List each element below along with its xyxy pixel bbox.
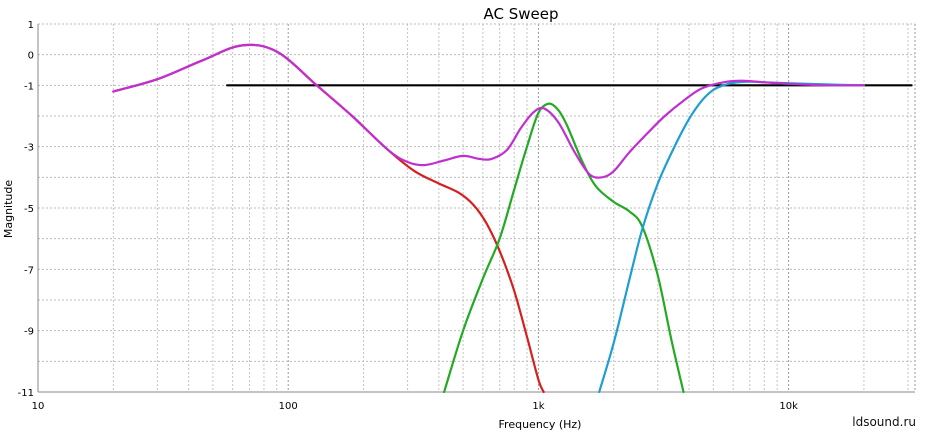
chart-title: AC Sweep [483,5,558,23]
x-tick-label: 100 [279,401,298,412]
watermark: ldsound.ru [852,415,916,429]
y-axis-label: Magnitude [2,180,15,239]
y-tick-label: -5 [24,204,34,215]
y-tick-label: 1 [28,20,34,31]
y-tick-labels: 1 0 -1 -3 -5 -7 -9 -11 [18,20,34,399]
x-tick-label: 10 [32,401,45,412]
x-axis-label: Frequency (Hz) [499,418,582,431]
y-tick-label: -7 [24,265,34,276]
series-line-high-pass [598,80,865,394]
y-tick-label: -3 [24,143,34,154]
series-line-low-pass [112,43,545,394]
y-tick-label: -9 [24,327,34,338]
x-tick-label: 10k [779,401,798,412]
series-layer [112,43,913,394]
y-tick-label: -11 [18,388,34,399]
y-tick-label: -1 [24,81,34,92]
y-tick-label: 0 [28,51,34,62]
x-tick-labels: 10 100 1k 10k [32,401,798,412]
series-line-band-pass [443,102,685,394]
series-line-sum [112,43,865,179]
x-tick-label: 1k [532,401,544,412]
